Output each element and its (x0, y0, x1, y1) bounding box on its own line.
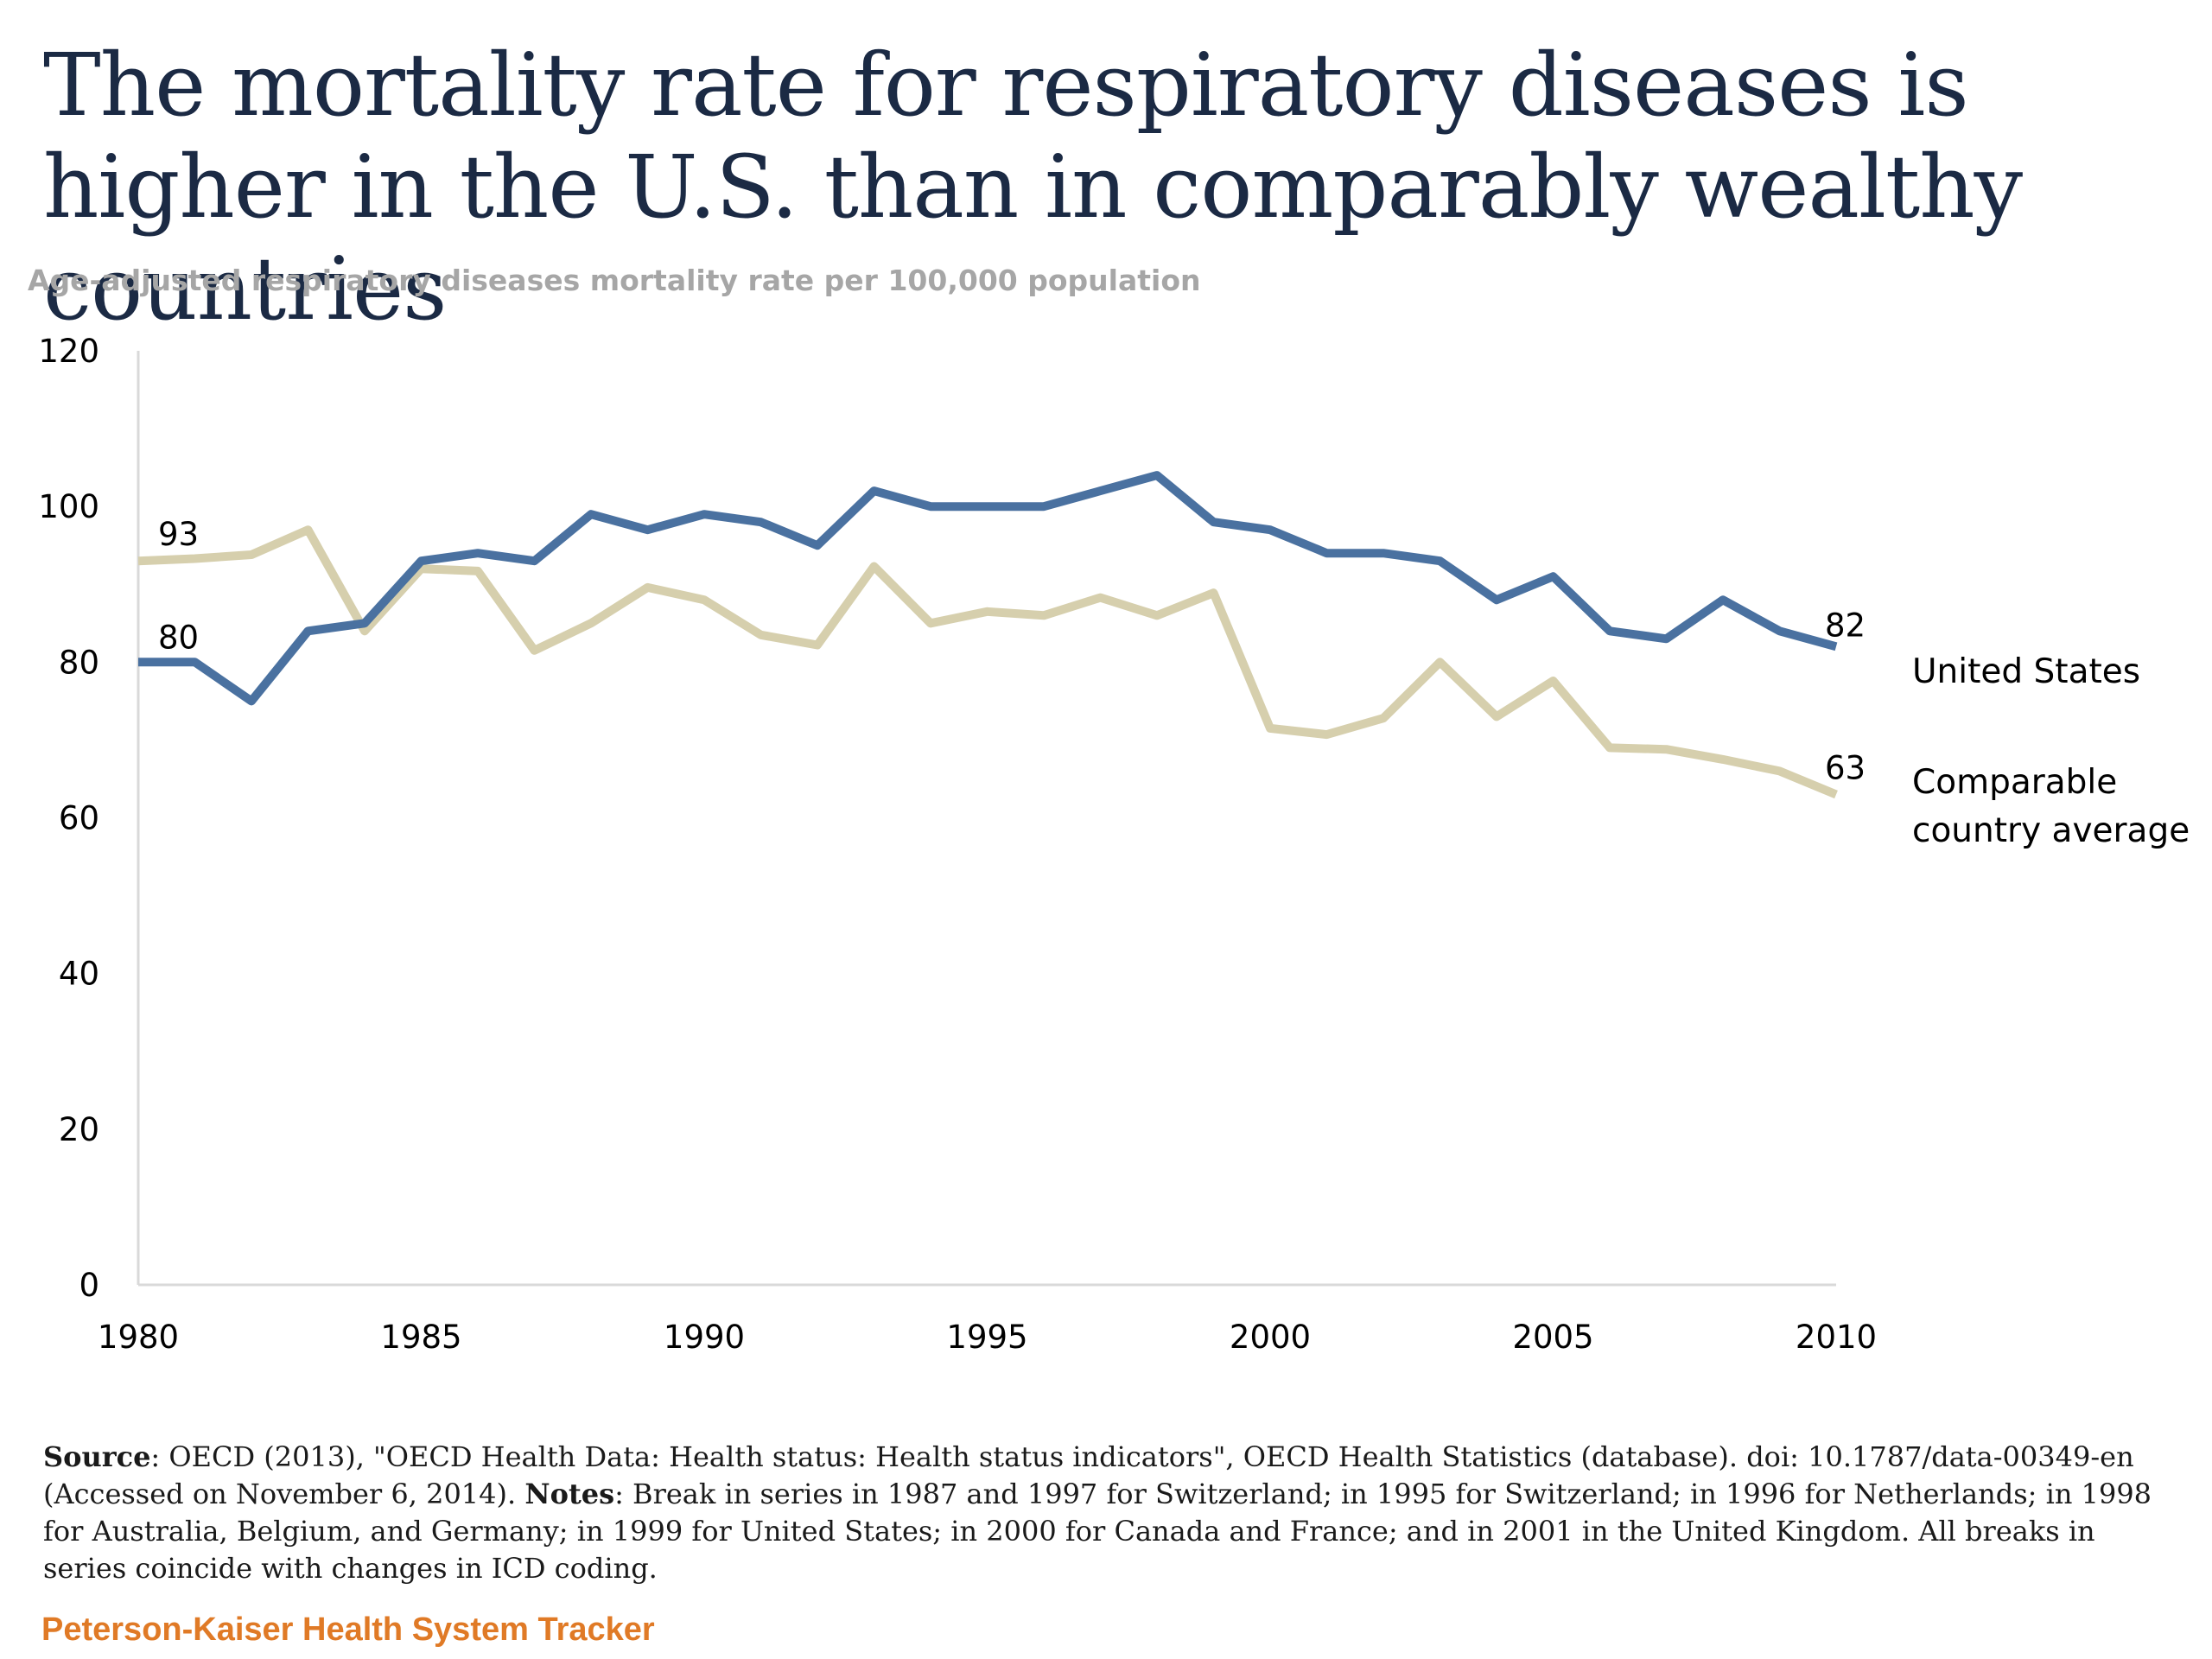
chart-lines (137, 471, 1838, 799)
data-label-comparable-start: 93 (158, 516, 199, 553)
data-label-comparable-end: 63 (1825, 749, 1866, 786)
data-label-us-start: 80 (158, 619, 199, 656)
x-tick-label-1985: 1985 (380, 1319, 461, 1356)
chart-labels: 93 80 82 63 United States Comparable country a… (158, 516, 2190, 850)
x-tick-label-1990: 1990 (664, 1319, 745, 1356)
y-tick-label-60: 60 (59, 800, 99, 837)
notes-label: Notes (524, 1478, 615, 1510)
y-tick-label-120: 120 (38, 333, 99, 370)
chart-axes: 0 20 40 60 80 100 120 1980 1985 1990 1995 2000 2005 2… (38, 333, 1877, 1356)
source-text: : OECD (2013), "OECD Health Data: Health… (43, 1440, 2134, 1510)
line-chart: 0 20 40 60 80 100 120 1980 1985 1990 1995 2000 2005 2… (38, 333, 2190, 1356)
brand-logo-text: Peterson-Kaiser Health System Tracker (41, 1611, 655, 1648)
y-tick-label-100: 100 (38, 488, 99, 525)
x-tick-label-1995: 1995 (946, 1319, 1027, 1356)
source-label: Source (43, 1440, 151, 1473)
y-tick-label-0: 0 (79, 1267, 99, 1304)
notes-text: : Break in series in 1987 and 1997 for S… (43, 1478, 2152, 1585)
x-tick-label-1980: 1980 (98, 1319, 179, 1356)
series-line-comparable-average (137, 525, 1838, 799)
legend-label-comparable-line-1: Comparable (1912, 763, 2117, 802)
chart-subtitle: Age-adjusted respiratory diseases mortal… (28, 264, 1201, 297)
y-tick-label-40: 40 (59, 956, 99, 993)
y-tick-label-20: 20 (59, 1111, 99, 1148)
x-tick-label-2000: 2000 (1230, 1319, 1311, 1356)
legend-label-united-states: United States (1912, 652, 2140, 691)
series-line-united-states (138, 471, 1838, 706)
y-tick-label-80: 80 (59, 644, 99, 681)
data-label-us-end: 82 (1825, 607, 1866, 644)
chart-title: The mortality rate for respiratory disea… (43, 35, 2023, 340)
x-tick-label-2005: 2005 (1512, 1319, 1593, 1356)
source-footnote: Source: OECD (2013), "OECD Health Data: … (43, 1439, 2186, 1587)
x-tick-label-2010: 2010 (1796, 1319, 1877, 1356)
legend-label-comparable-line-2: country average (1912, 811, 2190, 850)
